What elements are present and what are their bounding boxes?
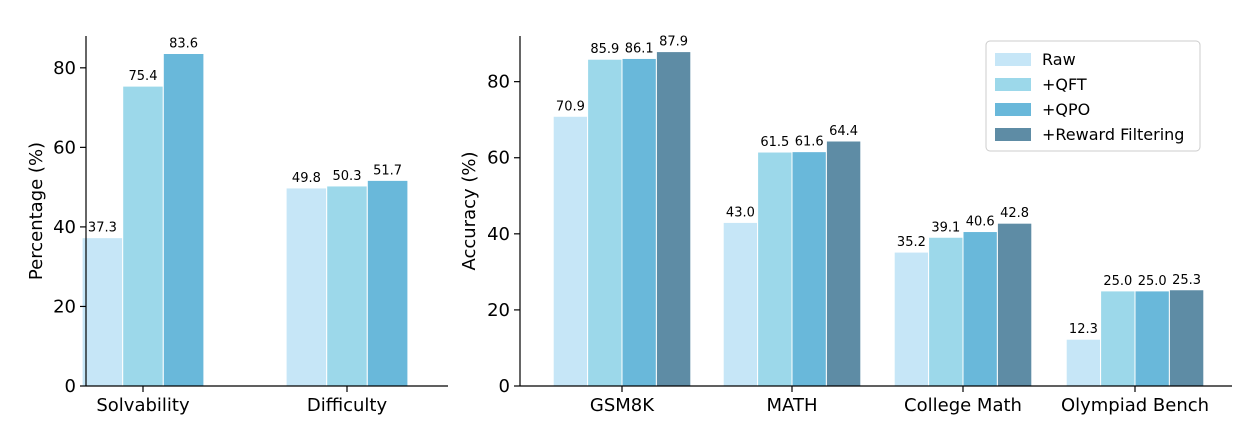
bar-difficulty-raw bbox=[285, 187, 328, 387]
bar-gsm8k-raw bbox=[552, 115, 589, 387]
bar-gsm8k-qpo bbox=[621, 57, 657, 387]
legend-label-raw: Raw bbox=[1042, 50, 1076, 69]
bar-college-math-reward-filtering bbox=[996, 222, 1033, 387]
bar-math-reward-filtering bbox=[825, 140, 862, 387]
data-label-gsm8k-reward-filtering: 87.9 bbox=[659, 35, 688, 50]
x-tick-label-math: MATH bbox=[767, 395, 818, 416]
legend-label-qft: +QFT bbox=[1042, 75, 1087, 94]
bar-math-qft bbox=[757, 151, 793, 387]
data-label-olympiad-bench-qft: 25.0 bbox=[1103, 274, 1132, 289]
bar-gsm8k-reward-filtering bbox=[655, 51, 692, 387]
y-axis-label: Accuracy (%) bbox=[459, 151, 480, 270]
data-label-difficulty-qft: 50.3 bbox=[333, 169, 362, 184]
x-tick-label-olympiad-bench: Olympiad Bench bbox=[1061, 395, 1209, 416]
y-tick-label: 0 bbox=[65, 376, 76, 397]
bar-olympiad-bench-raw bbox=[1065, 338, 1102, 387]
bar-college-math-qft bbox=[928, 236, 964, 387]
data-label-math-raw: 43.0 bbox=[726, 205, 755, 220]
bar-olympiad-bench-qft bbox=[1100, 290, 1136, 387]
bar-math-raw bbox=[722, 221, 759, 387]
solvability-difficulty-chart: 37.3 49.8 75.4 50.3 83.6 51.7 0 20 40 60 80 Solvabi… bbox=[26, 36, 448, 416]
legend-label-reward-filtering: +Reward Filtering bbox=[1042, 125, 1184, 144]
bar-difficulty-qft bbox=[326, 185, 368, 387]
y-tick-label: 20 bbox=[487, 300, 510, 321]
data-label-difficulty-qpo: 51.7 bbox=[373, 163, 402, 178]
x-tick-label-difficulty: Difficulty bbox=[307, 395, 388, 416]
y-tick-label: 80 bbox=[487, 72, 510, 93]
data-label-gsm8k-qft: 85.9 bbox=[590, 42, 619, 57]
data-label-college-math-reward-filtering: 42.8 bbox=[1000, 206, 1029, 221]
bar-difficulty-qpo bbox=[366, 179, 409, 387]
data-label-difficulty-raw: 49.8 bbox=[292, 171, 321, 186]
data-label-solvability-qpo: 83.6 bbox=[169, 37, 198, 52]
bar-olympiad-bench-qpo bbox=[1134, 290, 1170, 387]
data-label-college-math-raw: 35.2 bbox=[897, 235, 926, 250]
y-tick-label: 80 bbox=[53, 58, 76, 79]
y-tick-label: 40 bbox=[487, 224, 510, 245]
data-label-olympiad-bench-reward-filtering: 25.3 bbox=[1172, 273, 1201, 288]
data-label-college-math-qpo: 40.6 bbox=[966, 215, 995, 230]
legend-swatch-qft bbox=[995, 78, 1031, 91]
data-label-gsm8k-qpo: 86.1 bbox=[625, 41, 654, 56]
legend-swatch-raw bbox=[995, 53, 1031, 66]
data-label-solvability-raw: 37.3 bbox=[88, 221, 117, 236]
data-label-math-qft: 61.5 bbox=[760, 135, 789, 150]
y-tick-label: 40 bbox=[53, 217, 76, 238]
bar-gsm8k-qft bbox=[587, 58, 623, 387]
data-label-solvability-qft: 75.4 bbox=[129, 69, 158, 84]
data-label-math-qpo: 61.6 bbox=[795, 135, 824, 150]
y-tick-label: 0 bbox=[499, 376, 510, 397]
legend-swatch-qpo bbox=[995, 103, 1031, 116]
bar-solvability-qft bbox=[122, 85, 164, 387]
accuracy-chart: 70.9 43.0 35.2 12.3 85.9 61.5 39.1 25.0 86.1 61.6… bbox=[459, 35, 1232, 416]
bar-college-math-raw bbox=[893, 251, 930, 387]
y-tick-label: 20 bbox=[53, 296, 76, 317]
data-label-college-math-qft: 39.1 bbox=[931, 220, 960, 235]
x-tick-label-gsm8k: GSM8K bbox=[590, 395, 655, 416]
y-tick-label: 60 bbox=[53, 137, 76, 158]
bar-olympiad-bench-reward-filtering bbox=[1168, 289, 1205, 387]
data-label-math-reward-filtering: 64.4 bbox=[829, 124, 858, 139]
bar-math-qpo bbox=[791, 151, 827, 387]
legend-box bbox=[985, 40, 1201, 152]
bar-solvability-raw bbox=[81, 237, 124, 387]
legend: Raw +QFT +QPO +Reward Filtering bbox=[985, 40, 1201, 152]
data-label-olympiad-bench-raw: 12.3 bbox=[1069, 322, 1098, 337]
data-label-gsm8k-raw: 70.9 bbox=[556, 99, 585, 114]
data-label-olympiad-bench-qpo: 25.0 bbox=[1138, 274, 1167, 289]
y-tick-label: 60 bbox=[487, 148, 510, 169]
x-tick-label-solvability: Solvability bbox=[96, 395, 190, 416]
x-tick-label-college-math: College Math bbox=[904, 395, 1022, 416]
y-axis-label: Percentage (%) bbox=[26, 142, 47, 280]
bar-college-math-qpo bbox=[962, 231, 998, 387]
legend-label-qpo: +QPO bbox=[1042, 100, 1090, 119]
legend-swatch-reward-filtering bbox=[995, 128, 1031, 141]
bar-solvability-qpo bbox=[162, 53, 205, 387]
